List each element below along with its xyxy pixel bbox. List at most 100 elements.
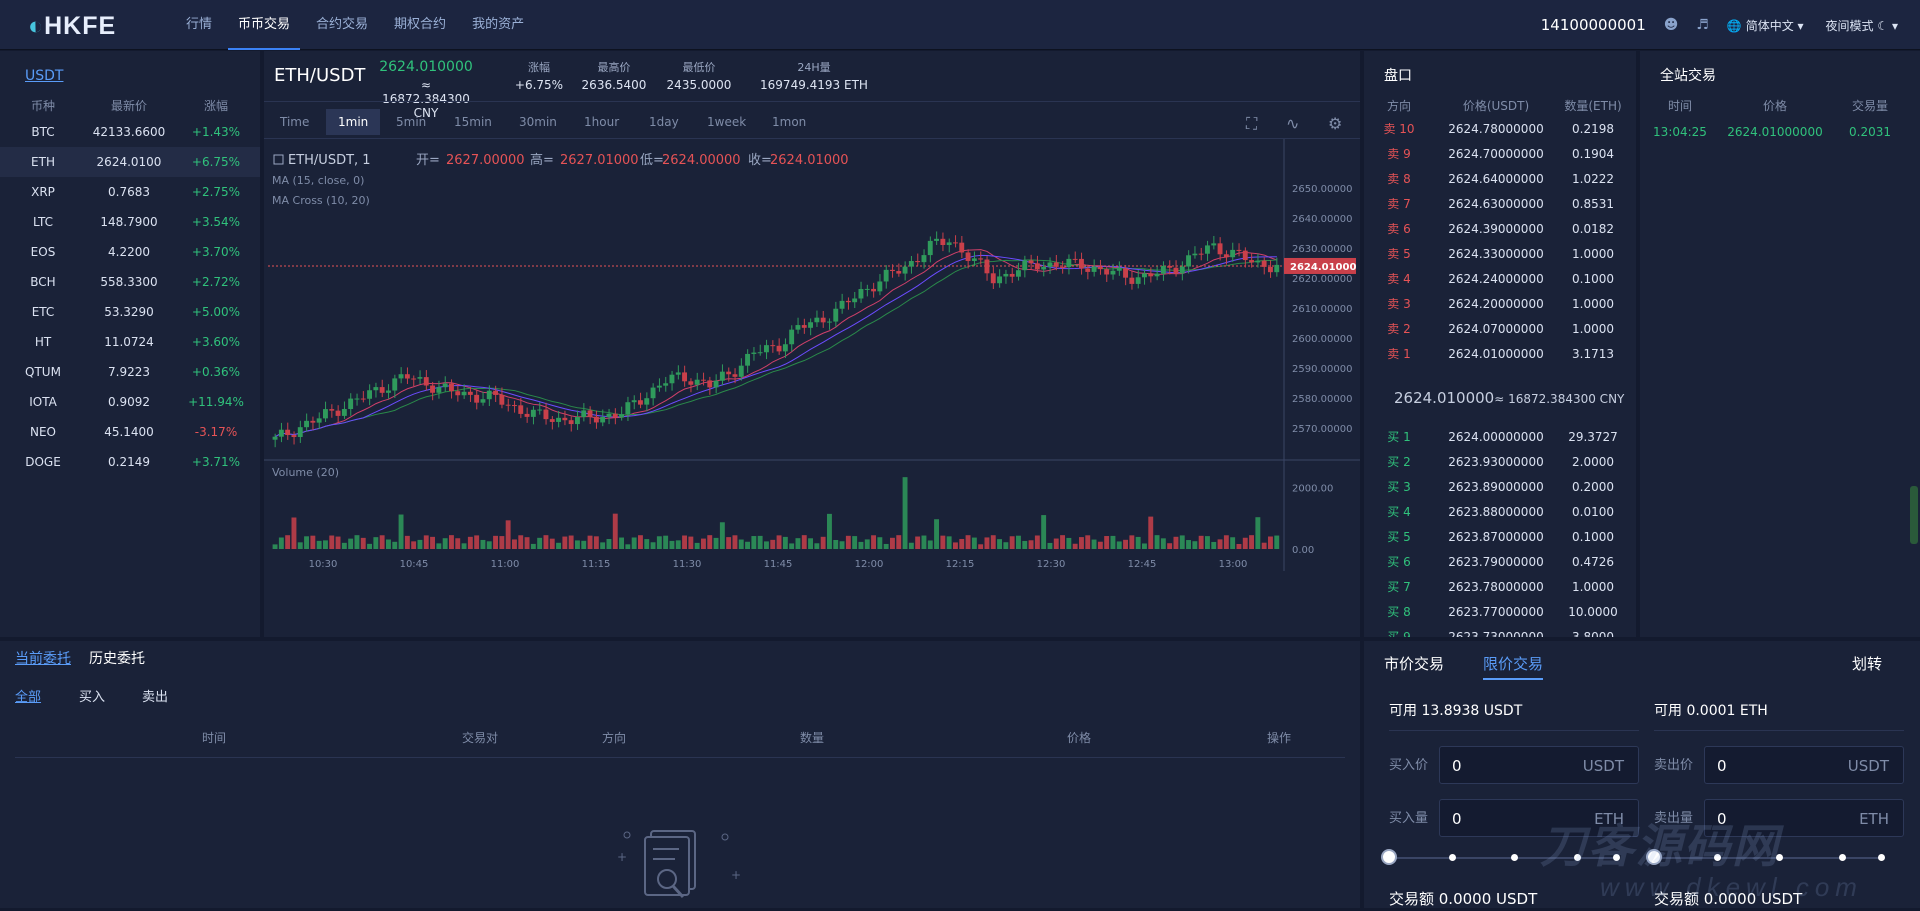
- market-row[interactable]: ETH 2624.0100 +6.75%: [0, 147, 260, 177]
- transfer-button[interactable]: 划转: [1852, 655, 1883, 673]
- bid-row[interactable]: 买 4 2623.88000000 0.0100: [1364, 500, 1636, 525]
- ask-amount: 0.1904: [1572, 147, 1614, 161]
- candlestick-chart[interactable]: 2650.00000 2640.00000 2630.00000 2620.00000…: [264, 139, 1360, 637]
- filter-buy[interactable]: 买入: [79, 690, 106, 705]
- timeframe-1hour[interactable]: 1hour: [584, 115, 620, 129]
- speaker-icon[interactable]: ♬: [1696, 17, 1709, 33]
- bid-row[interactable]: 买 5 2623.87000000 0.1000: [1364, 525, 1636, 550]
- market-row[interactable]: HT 11.0724 +3.60%: [0, 327, 260, 357]
- market-row[interactable]: EOS 4.2200 +3.70%: [0, 237, 260, 267]
- tab-limit-trade[interactable]: 限价交易: [1483, 653, 1544, 680]
- ask-row[interactable]: 卖 8 2624.64000000 1.0222: [1364, 167, 1636, 192]
- volume-bar: [990, 535, 996, 549]
- bid-row[interactable]: 买 7 2623.78000000 1.0000: [1364, 575, 1636, 600]
- coin-name: ETH: [31, 155, 55, 169]
- ask-row[interactable]: 卖 5 2624.33000000 1.0000: [1364, 242, 1636, 267]
- buy-slider[interactable]: [1381, 849, 1620, 865]
- quote-tab-usdt[interactable]: USDT: [25, 68, 64, 84]
- ask-amount: 0.1000: [1572, 272, 1614, 286]
- tab-market-trade[interactable]: 市价交易: [1384, 655, 1445, 673]
- timeframe-15min[interactable]: 15min: [454, 115, 492, 129]
- slider-step[interactable]: [1449, 854, 1456, 861]
- volume-bar: [562, 536, 568, 549]
- ask-row[interactable]: 卖 7 2624.63000000 0.8531: [1364, 192, 1636, 217]
- ask-row[interactable]: 卖 4 2624.24000000 0.1000: [1364, 267, 1636, 292]
- ask-row[interactable]: 卖 10 2624.78000000 0.2198: [1364, 117, 1636, 142]
- bid-row[interactable]: 买 3 2623.89000000 0.2000: [1364, 475, 1636, 500]
- candle-body: [915, 261, 921, 263]
- market-row[interactable]: LTC 148.7900 +3.54%: [0, 207, 260, 237]
- slider-step[interactable]: [1839, 854, 1846, 861]
- ask-row[interactable]: 卖 9 2624.70000000 0.1904: [1364, 142, 1636, 167]
- sell-slider-handle[interactable]: [1646, 849, 1662, 865]
- ask-row[interactable]: 卖 2 2624.07000000 1.0000: [1364, 317, 1636, 342]
- bid-row[interactable]: 买 9 2623.73000000 3.8000: [1364, 625, 1636, 637]
- slider-step[interactable]: [1714, 854, 1721, 861]
- language-select[interactable]: 🌐 简体中文 ▾: [1726, 18, 1804, 33]
- coin-change: +5.00%: [191, 305, 241, 319]
- night-mode-toggle[interactable]: 夜间模式 ☾ ▾: [1825, 18, 1898, 33]
- settings-gear-icon[interactable]: ⚙: [1328, 114, 1343, 133]
- market-row[interactable]: ETC 53.3290 +5.00%: [0, 297, 260, 327]
- timeframe-1mon[interactable]: 1mon: [772, 115, 807, 129]
- nav-options[interactable]: 期权合约: [394, 17, 447, 32]
- user-icon[interactable]: ☻: [1663, 17, 1679, 33]
- buy-qty-input[interactable]: 0 ETH: [1439, 799, 1639, 837]
- ask-row[interactable]: 卖 6 2624.39000000 0.0182: [1364, 217, 1636, 242]
- candle-body: [650, 387, 656, 399]
- market-row[interactable]: XRP 0.7683 +2.75%: [0, 177, 260, 207]
- tab-current-orders[interactable]: 当前委托: [15, 651, 71, 667]
- candle-body: [562, 417, 568, 421]
- ask-row[interactable]: 卖 3 2624.20000000 1.0000: [1364, 292, 1636, 317]
- candle-body: [348, 398, 354, 410]
- fullscreen-icon[interactable]: ⛶: [1246, 114, 1258, 133]
- volume-bar: [713, 537, 719, 549]
- timeframe-30min[interactable]: 30min: [519, 115, 557, 129]
- slider-step[interactable]: [1878, 854, 1885, 861]
- logo[interactable]: ◐HKFE: [28, 12, 117, 40]
- filter-all[interactable]: 全部: [15, 690, 42, 705]
- volume-bar: [348, 538, 354, 549]
- volume-bar: [486, 541, 492, 549]
- timeframe-5min[interactable]: 5min: [396, 115, 427, 129]
- volume-bar: [1072, 543, 1078, 549]
- scrollbar[interactable]: [1910, 486, 1918, 544]
- nav-market[interactable]: 行情: [186, 17, 213, 32]
- bid-side: 买 4: [1387, 505, 1411, 519]
- candle-body: [335, 410, 341, 416]
- slider-step[interactable]: [1613, 854, 1620, 861]
- filter-sell[interactable]: 卖出: [142, 690, 169, 705]
- volume-bar: [625, 544, 631, 549]
- candle-body: [297, 427, 303, 438]
- indicator-icon[interactable]: ∿: [1286, 114, 1300, 133]
- market-row[interactable]: BCH 558.3300 +2.72%: [0, 267, 260, 297]
- account-id[interactable]: 14100000001: [1540, 16, 1646, 34]
- nav-contract[interactable]: 合约交易: [316, 17, 369, 32]
- ask-row[interactable]: 卖 1 2624.01000000 3.1713: [1364, 342, 1636, 367]
- timeframe-1min[interactable]: 1min: [326, 109, 381, 135]
- sell-qty-input[interactable]: 0 ETH: [1704, 799, 1904, 837]
- market-row[interactable]: DOGE 0.2149 +3.71%: [0, 447, 260, 477]
- market-row[interactable]: NEO 45.1400 -3.17%: [0, 417, 260, 447]
- bid-row[interactable]: 买 8 2623.77000000 10.0000: [1364, 600, 1636, 625]
- nav-assets[interactable]: 我的资产: [472, 17, 525, 32]
- bid-row[interactable]: 买 2 2623.93000000 2.0000: [1364, 450, 1636, 475]
- nav-spot[interactable]: 币币交易: [228, 0, 301, 50]
- timeframe-time[interactable]: Time: [280, 115, 310, 129]
- slider-step[interactable]: [1574, 854, 1581, 861]
- slider-step[interactable]: [1511, 854, 1518, 861]
- bid-row[interactable]: 买 1 2624.00000000 29.3727: [1364, 425, 1636, 450]
- tab-order-history[interactable]: 历史委托: [89, 651, 145, 667]
- slider-step[interactable]: [1776, 854, 1783, 861]
- sell-slider[interactable]: [1646, 849, 1885, 865]
- market-row[interactable]: IOTA 0.9092 +11.94%: [0, 387, 260, 417]
- market-row[interactable]: BTC 42133.6600 +1.43%: [0, 117, 260, 147]
- market-row[interactable]: QTUM 7.9223 +0.36%: [0, 357, 260, 387]
- bid-row[interactable]: 买 6 2623.79000000 0.4726: [1364, 550, 1636, 575]
- volume-bar: [304, 536, 309, 549]
- buy-price-input[interactable]: 0 USDT: [1439, 746, 1639, 784]
- timeframe-1day[interactable]: 1day: [649, 115, 679, 129]
- timeframe-1week[interactable]: 1week: [707, 115, 747, 129]
- sell-price-input[interactable]: 0 USDT: [1704, 746, 1904, 784]
- buy-slider-handle[interactable]: [1381, 849, 1397, 865]
